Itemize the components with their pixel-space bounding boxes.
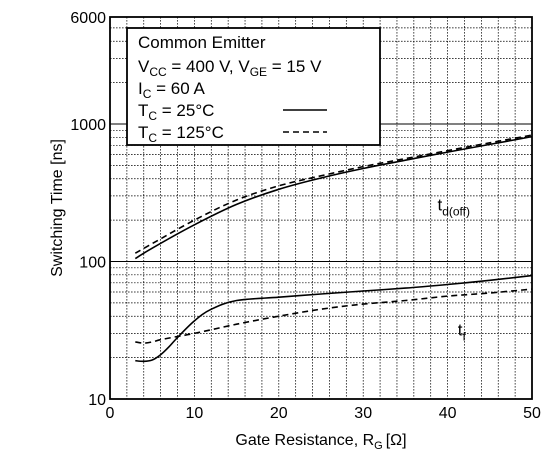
- legend-entry: TC = 25°C: [138, 101, 214, 123]
- curve-label: tf: [458, 320, 467, 343]
- legend-entry-text: = 25°C: [157, 101, 214, 120]
- y-axis-label: Switching Time [ns]: [49, 139, 66, 277]
- x-tick-label: 30: [354, 405, 372, 422]
- plot-frame: [109, 16, 533, 400]
- curve-label-sub: d(off): [442, 204, 470, 218]
- curve-label-main: t: [437, 195, 442, 214]
- grid: [110, 17, 532, 399]
- series-line: [135, 274, 533, 363]
- legend-entry-text: V: [138, 57, 150, 76]
- legend-entry-text: = 400 V, V: [167, 57, 251, 76]
- x-tick-label: 40: [439, 405, 457, 422]
- legend-entry-sub: C: [143, 87, 152, 101]
- x-tick-label: 10: [186, 405, 204, 422]
- y-tick-label: 1000: [70, 117, 106, 134]
- legend-entry-text: = 125°C: [157, 123, 224, 142]
- curve-label: td(off): [437, 195, 470, 218]
- legend-entry-sub: CC: [149, 65, 167, 79]
- legend-entry-text: I: [138, 79, 143, 98]
- x-axis-label-main: Gate Resistance, R: [235, 432, 374, 449]
- y-tick-label: 6000: [70, 10, 106, 27]
- legend-entry: VCC = 400 V, VGE = 15 V: [138, 57, 322, 79]
- legend-entry-sub: C: [148, 109, 157, 123]
- legend-entry: TC = 125°C: [138, 123, 224, 145]
- x-axis-label-unit: [Ω]: [386, 432, 407, 449]
- annotations: td(off)tf: [437, 195, 470, 343]
- curve-label-main: t: [458, 320, 463, 339]
- y-tick-label: 10: [88, 392, 106, 409]
- legend-entry-text: = 15 V: [267, 57, 322, 76]
- x-tick-label: 0: [106, 405, 115, 422]
- y-tick-label: 100: [79, 254, 106, 271]
- legend-entry-sub: C: [148, 131, 157, 145]
- legend-entry-text: = 60 A: [151, 79, 205, 98]
- legend-entry-text: T: [138, 101, 148, 120]
- x-axis-label-sub: G: [374, 440, 383, 452]
- series-line: [134, 135, 533, 260]
- x-axis-label: Gate Resistance, RG [Ω]: [235, 432, 406, 452]
- series-line: [134, 134, 533, 254]
- legend-entry: IC = 60 A: [138, 79, 205, 101]
- x-tick-label: 50: [523, 405, 541, 422]
- series-lines: [134, 134, 533, 363]
- x-tick-label: 20: [270, 405, 288, 422]
- series-line: [135, 288, 533, 344]
- curve-label-sub: f: [462, 329, 466, 343]
- legend-entry: Common Emitter: [138, 33, 266, 52]
- legend-box: [126, 27, 381, 146]
- legend-entry-sub: GE: [250, 65, 267, 79]
- legend-entry-text: T: [138, 123, 148, 142]
